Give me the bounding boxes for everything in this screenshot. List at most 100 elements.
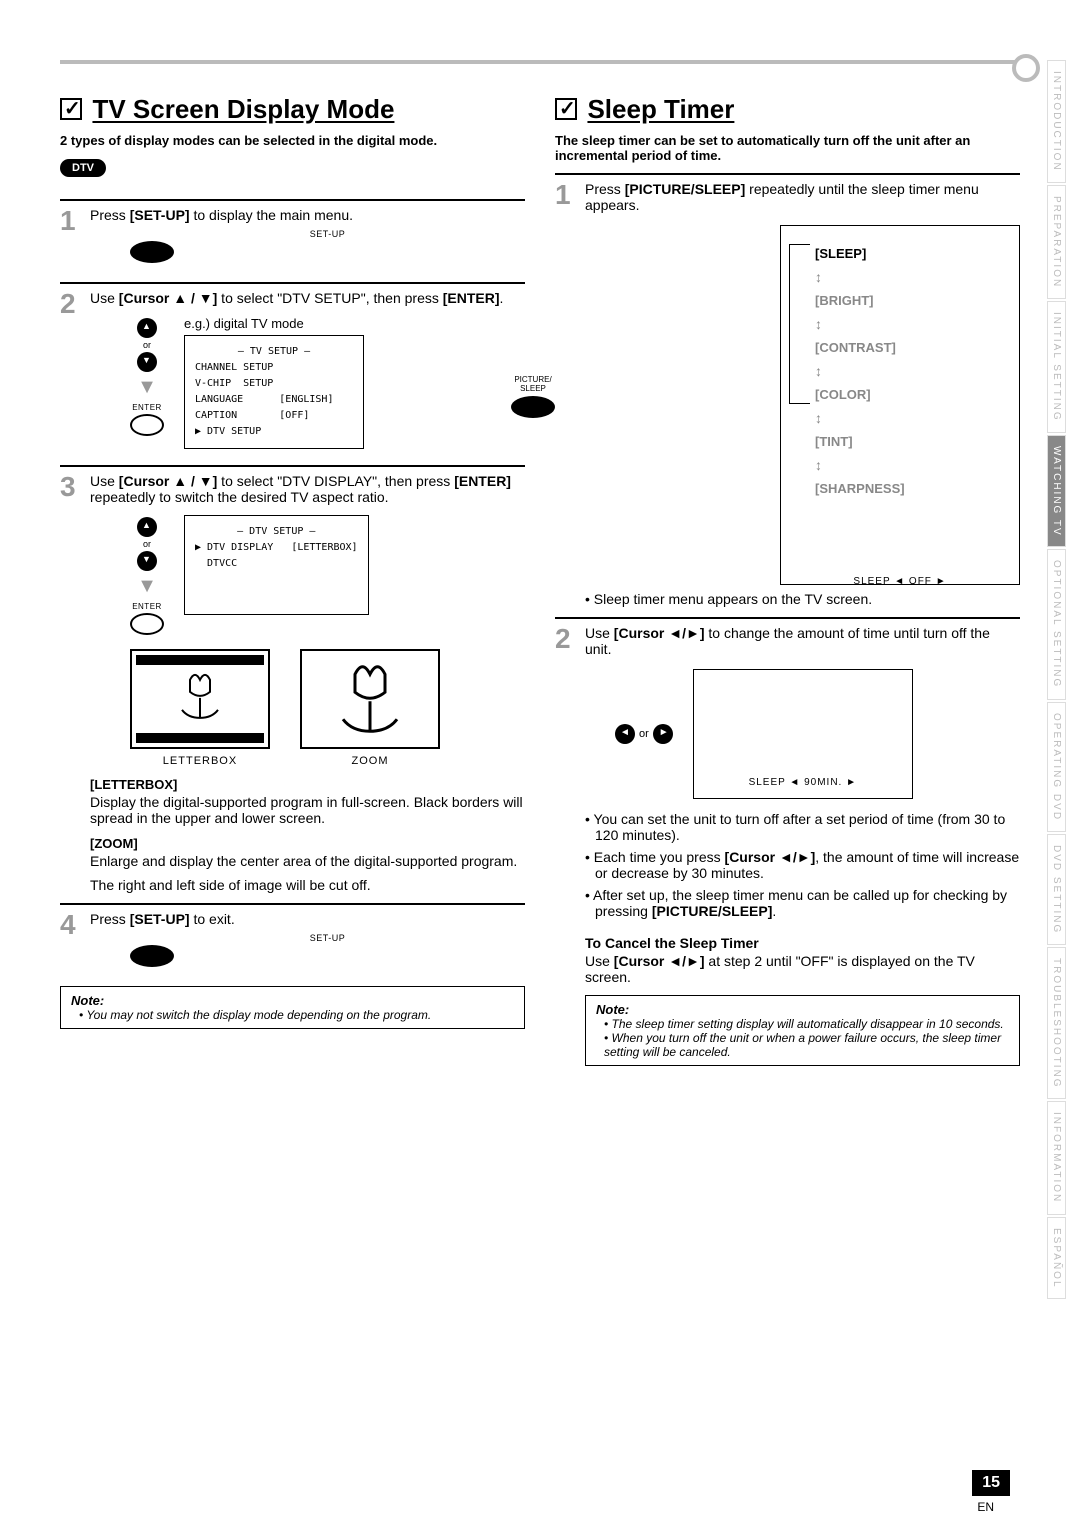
text: Use: [585, 953, 614, 969]
cycle-figure: PICTURE/ SLEEP [SLEEP] ↕ [BRIGHT] ↕ [CON…: [585, 225, 1020, 585]
sleep-display-text: SLEEP ◄ 90MIN. ►: [749, 777, 857, 788]
zoom-def-body: Enlarge and display the center area of t…: [90, 853, 525, 869]
sidebar-tab[interactable]: DVD SETTING: [1047, 834, 1066, 945]
step-number: 2: [60, 290, 82, 455]
step-1: 1 Press [SET-UP] to display the main men…: [60, 207, 525, 272]
text: to display the main menu.: [190, 207, 353, 223]
letterbox-def-head: [LETTERBOX]: [90, 777, 525, 792]
menu-cycle-box: [SLEEP] ↕ [BRIGHT] ↕ [CONTRAST] ↕ [COLOR…: [780, 225, 1020, 585]
sidebar-tab[interactable]: OPTIONAL SETTING: [1047, 549, 1066, 699]
step-number: 3: [60, 473, 82, 893]
rule: [555, 173, 1020, 175]
left-column: TV Screen Display Mode 2 types of displa…: [60, 94, 525, 1066]
note-text: You may not switch the display mode depe…: [86, 1008, 431, 1022]
osd-dtv-setup: — DTV SETUP — ▶ DTV DISPLAY [LETTERBOX] …: [184, 515, 369, 615]
setup-button-figure: SET-UP: [130, 933, 525, 970]
step-body: Press [PICTURE/SLEEP] repeatedly until t…: [585, 181, 1020, 607]
bullet: Sleep timer menu appears on the TV scree…: [595, 591, 1020, 607]
right-note: Note: • The sleep timer setting display …: [585, 995, 1020, 1066]
updown-arrow-icon: ↕: [815, 457, 1009, 473]
key: [SET-UP]: [130, 911, 190, 927]
sidebar-tab[interactable]: PREPARATION: [1047, 185, 1066, 299]
text: Use: [90, 290, 119, 306]
osd-wrap: e.g.) digital TV mode — TV SETUP — CHANN…: [184, 316, 364, 449]
sidebar-tab[interactable]: TROUBLESHOOTING: [1047, 947, 1066, 1100]
or-text: or: [130, 539, 164, 549]
step-2: 2 Use [Cursor ◄/►] to change the amount …: [555, 625, 1020, 1066]
figure-row: or ▼ ENTER e.g.) digital TV mode — TV SE…: [130, 316, 525, 449]
sleep-display-box: SLEEP ◄ 90MIN. ►: [693, 669, 913, 799]
picture-sleep-button-figure: PICTURE/ SLEEP: [511, 375, 555, 420]
key: [Cursor ◄/►]: [614, 625, 705, 641]
step-body: Press [SET-UP] to display the main menu.…: [90, 207, 525, 272]
text: Use: [90, 473, 119, 489]
zoom-label: ZOOM: [300, 755, 440, 767]
key: [SET-UP]: [130, 207, 190, 223]
text: to select "DTV DISPLAY", then press: [217, 473, 454, 489]
remote-button-icon: [511, 396, 555, 418]
rule: [60, 282, 525, 284]
enter-button-icon: [130, 414, 164, 436]
updown-arrow-icon: ↕: [815, 410, 1009, 426]
cancel-head: To Cancel the Sleep Timer: [585, 935, 1020, 951]
page-number: 15: [972, 1470, 1010, 1496]
sidebar-tab[interactable]: OPERATING DVD: [1047, 702, 1066, 832]
osd-lines: CHANNEL SETUP V-CHIP SETUP LANGUAGE [ENG…: [195, 360, 353, 440]
text: .: [500, 290, 504, 306]
cancel-body: Use [Cursor ◄/►] at step 2 until "OFF" i…: [585, 953, 1020, 985]
zoom-def-head: [ZOOM]: [90, 836, 525, 851]
tulip-icon: [325, 659, 415, 739]
text: Press: [585, 181, 625, 197]
lr-figure: ◄ or ► SLEEP ◄ 90MIN. ►: [615, 669, 1020, 799]
letterbox-example: LETTERBOX: [130, 649, 270, 767]
enter-label: ENTER: [130, 602, 164, 611]
figure-row: or ▼ ENTER — DTV SETUP — ▶ DTV DISPLAY […: [130, 515, 525, 637]
left-arrow-icon: ◄: [615, 724, 635, 744]
columns: TV Screen Display Mode 2 types of displa…: [60, 94, 1020, 1066]
sidebar-tab[interactable]: INFORMATION: [1047, 1101, 1066, 1214]
page: TV Screen Display Mode 2 types of displa…: [0, 0, 1080, 1106]
letterbox-def-body: Display the digital-supported program in…: [90, 794, 525, 826]
osd-title: — TV SETUP —: [195, 344, 353, 360]
key: [PICTURE/SLEEP]: [652, 903, 773, 919]
zoom-inner: [306, 655, 434, 743]
sleep-display-text: SLEEP ◄ OFF ►: [791, 576, 1009, 587]
sidebar-tab[interactable]: ESPAÑOL: [1047, 1217, 1066, 1300]
letterbox-label: LETTERBOX: [130, 755, 270, 767]
key: [PICTURE/SLEEP]: [625, 181, 746, 197]
osd-lines: ▶ DTV DISPLAY [LETTERBOX] DTVCC: [195, 540, 358, 572]
note-text: The sleep timer setting display will aut…: [612, 1017, 1004, 1031]
note-title: Note:: [71, 993, 514, 1008]
button-label: SET-UP: [130, 229, 525, 239]
zoom-example: ZOOM: [300, 649, 440, 767]
cycle-item: [SHARPNESS]: [815, 481, 1009, 496]
button-label: PICTURE/: [511, 375, 555, 384]
or-text: or: [130, 340, 164, 350]
sidebar-tab[interactable]: INITIAL SETTING: [1047, 301, 1066, 433]
cycle-item: [BRIGHT]: [815, 293, 1009, 308]
key: [ENTER]: [443, 290, 500, 306]
step-2: 2 Use [Cursor ▲ / ▼] to select "DTV SETU…: [60, 290, 525, 455]
step-4: 4 Press [SET-UP] to exit. SET-UP: [60, 911, 525, 976]
button-label: SLEEP: [511, 384, 555, 393]
key: [Cursor ▲ / ▼]: [119, 473, 218, 489]
bullet: After set up, the sleep timer menu can b…: [595, 887, 1020, 919]
page-language: EN: [977, 1500, 994, 1514]
aspect-ratio-examples: LETTERBOX ZOOM: [130, 649, 525, 767]
text: to select "DTV SETUP", then press: [217, 290, 442, 306]
step-1: 1 Press [PICTURE/SLEEP] repeatedly until…: [555, 181, 1020, 607]
loop-arrow-icon: [789, 244, 801, 404]
bullet: Each time you press [Cursor ◄/►], the am…: [595, 849, 1020, 881]
note-item: • When you turn off the unit or when a p…: [604, 1031, 1009, 1059]
key: [Cursor ◄/►]: [614, 953, 705, 969]
remote-button-icon: [130, 945, 174, 967]
step-number: 1: [555, 181, 577, 607]
step-number: 2: [555, 625, 577, 1066]
rule: [60, 199, 525, 201]
osd-title: — DTV SETUP —: [195, 524, 358, 540]
remote-button-icon: [130, 241, 174, 263]
example-label: e.g.) digital TV mode: [184, 316, 364, 331]
note-item: • The sleep timer setting display will a…: [604, 1017, 1009, 1031]
sidebar-tab[interactable]: INTRODUCTION: [1047, 60, 1066, 183]
sidebar-tab-active[interactable]: WATCHING TV: [1047, 435, 1066, 548]
